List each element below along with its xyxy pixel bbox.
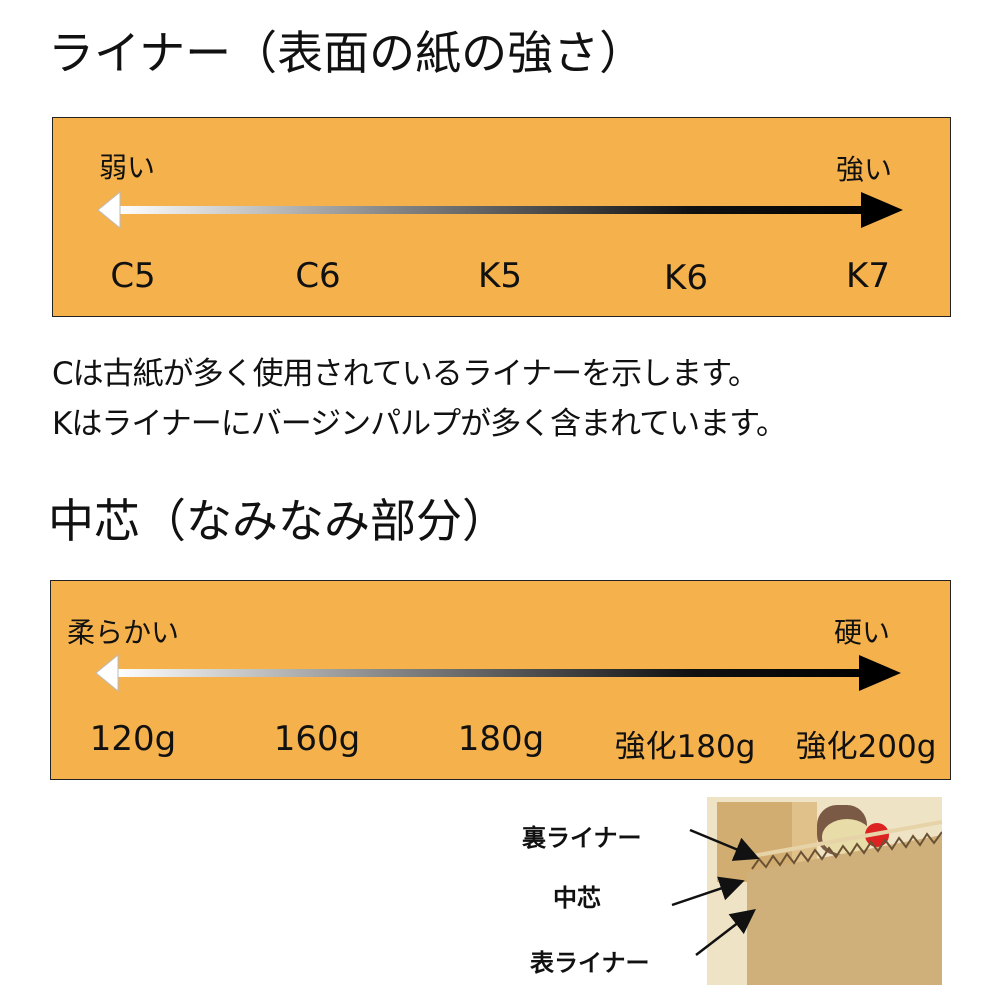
grade-reinforced-180g: 強化180g xyxy=(614,729,756,765)
grade-k7: K7 xyxy=(846,256,890,296)
liner-heading: ライナー（表面の紙の強さ） xyxy=(48,26,646,80)
grade-160g: 160g xyxy=(273,719,361,759)
grade-k5: K5 xyxy=(478,256,522,296)
front-liner-label: 表ライナー xyxy=(530,949,650,977)
hard-label: 硬い xyxy=(834,616,891,649)
note-k: Kはライナーにバージンパルプが多く含まれています。 xyxy=(52,406,787,442)
back-liner-label: 裏ライナー xyxy=(522,824,642,852)
cardboard-photo xyxy=(707,797,942,985)
hardness-gradient-arrow xyxy=(96,653,901,693)
grade-180g: 180g xyxy=(457,719,545,759)
grade-reinforced-200g: 強化200g xyxy=(795,729,937,765)
strength-gradient-arrow xyxy=(98,190,903,230)
note-c: Cは古紙が多く使用されているライナーを示します。 xyxy=(52,356,759,392)
medium-label: 中芯 xyxy=(553,884,601,912)
medium-scale-panel: 柔らかい 硬い 120g 160g 180g 強化180g 強化200g xyxy=(50,580,951,780)
soft-label: 柔らかい xyxy=(67,616,180,649)
strong-label: 強い xyxy=(836,153,893,186)
weak-label: 弱い xyxy=(99,151,156,184)
cardboard-illustration xyxy=(707,797,942,985)
grade-120g: 120g xyxy=(89,719,177,759)
liner-scale-panel: 弱い 強い C5 C6 K5 K6 K7 xyxy=(52,117,951,317)
grade-c6: C6 xyxy=(295,256,341,296)
grade-k6: K6 xyxy=(664,258,708,298)
medium-heading: 中芯（なみなみ部分） xyxy=(48,494,508,548)
grade-c5: C5 xyxy=(110,256,156,296)
